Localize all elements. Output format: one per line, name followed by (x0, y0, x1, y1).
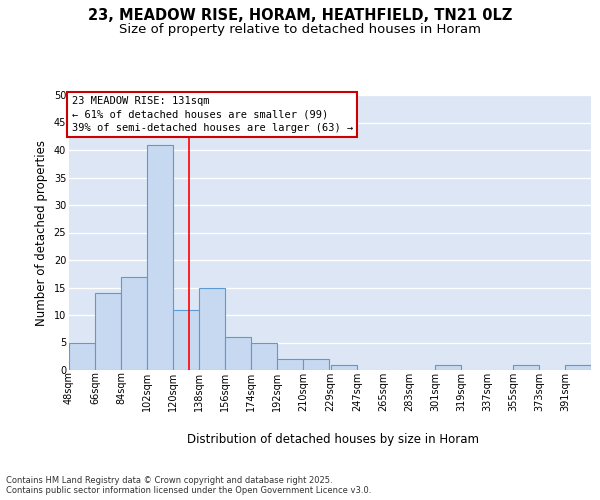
Text: Contains HM Land Registry data © Crown copyright and database right 2025.
Contai: Contains HM Land Registry data © Crown c… (6, 476, 371, 495)
Y-axis label: Number of detached properties: Number of detached properties (35, 140, 48, 326)
Bar (225, 337, 251, 370)
Bar (277, 359, 303, 370)
Bar (147, 144, 173, 370)
Text: 23 MEADOW RISE: 131sqm
← 61% of detached houses are smaller (99)
39% of semi-det: 23 MEADOW RISE: 131sqm ← 61% of detached… (71, 96, 353, 133)
Bar (251, 342, 277, 370)
Bar (199, 288, 225, 370)
Text: 23, MEADOW RISE, HORAM, HEATHFIELD, TN21 0LZ: 23, MEADOW RISE, HORAM, HEATHFIELD, TN21… (88, 8, 512, 22)
Bar (331, 364, 357, 370)
Bar (173, 310, 199, 370)
Bar (513, 364, 539, 370)
Bar (95, 293, 121, 370)
Bar (565, 364, 591, 370)
Text: Size of property relative to detached houses in Horam: Size of property relative to detached ho… (119, 22, 481, 36)
Bar (121, 276, 147, 370)
Bar (303, 359, 329, 370)
Bar (435, 364, 461, 370)
Text: Distribution of detached houses by size in Horam: Distribution of detached houses by size … (187, 432, 479, 446)
Bar (69, 342, 95, 370)
